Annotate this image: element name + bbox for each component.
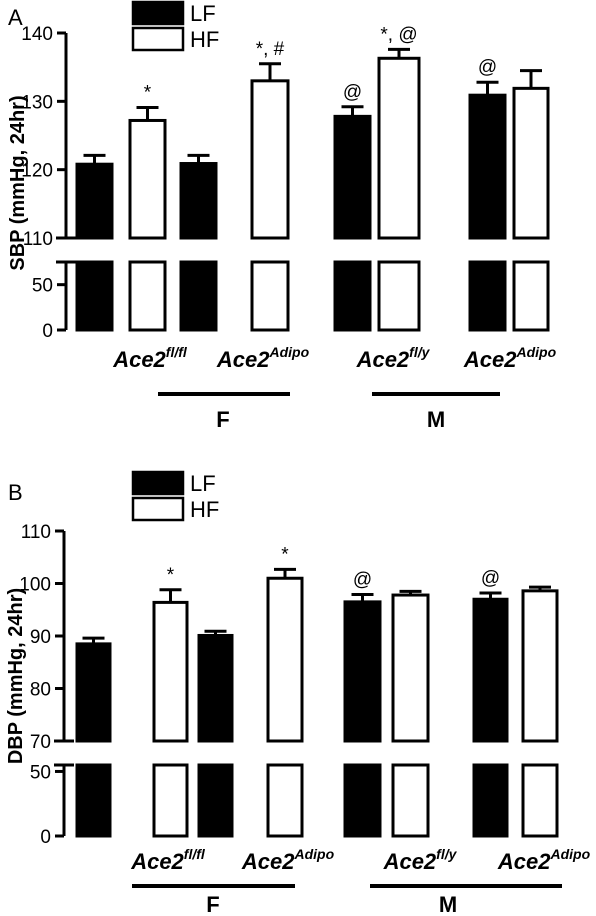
significance-lf-4: @ bbox=[481, 568, 500, 589]
group-label-f: F bbox=[216, 407, 229, 432]
bar-hf-3-upper bbox=[391, 593, 430, 743]
bar-hf-2-upper bbox=[250, 79, 290, 240]
y-tick-label: 90 bbox=[30, 627, 51, 648]
group-label-m: M bbox=[439, 892, 457, 916]
significance-lf-4: @ bbox=[478, 57, 497, 78]
category-label-4: Ace2Adipo bbox=[497, 846, 591, 874]
bar-lf-4-upper bbox=[468, 93, 507, 240]
bar-lf-3-upper bbox=[333, 114, 372, 240]
legend-swatch-hf bbox=[131, 26, 185, 52]
bar-lf-2-lower bbox=[197, 763, 234, 838]
bar-lf-1-upper bbox=[75, 162, 114, 240]
bar-hf-4-upper bbox=[521, 589, 559, 743]
bar-lf-3-upper bbox=[343, 600, 382, 743]
axis-break-gap bbox=[52, 240, 596, 260]
category-label-1: Ace2fl/fl bbox=[130, 846, 206, 874]
category-label-4: Ace2Adipo bbox=[463, 344, 557, 372]
bar-lf-2-lower bbox=[179, 260, 218, 332]
bar-hf-1-upper bbox=[152, 600, 189, 743]
legend-label-lf: LF bbox=[190, 1, 216, 26]
legend-swatch-lf bbox=[131, 0, 185, 26]
y-tick-label: 80 bbox=[30, 680, 51, 701]
y-tick-label: 0 bbox=[40, 827, 51, 848]
bar-hf-1-lower bbox=[152, 763, 189, 838]
legend-label-lf: LF bbox=[190, 471, 216, 496]
significance-hf-1: * bbox=[167, 565, 175, 586]
significance-hf-2: * bbox=[281, 544, 289, 565]
bar-lf-2-upper bbox=[197, 633, 234, 743]
y-tick-label: 0 bbox=[42, 321, 53, 342]
bar-lf-2-upper bbox=[179, 162, 218, 240]
bar-hf-3-lower bbox=[377, 260, 421, 332]
y-axis-title: DBP (mmHg, 24hr) bbox=[5, 588, 27, 764]
bar-lf-3-lower bbox=[333, 260, 372, 332]
bar-lf-1-upper bbox=[75, 642, 112, 743]
significance-hf-2: *, # bbox=[256, 39, 285, 60]
bar-hf-3-lower bbox=[391, 763, 430, 838]
bar-hf-1-lower bbox=[128, 260, 167, 332]
legend-label-hf: HF bbox=[190, 27, 219, 52]
bar-hf-2-lower bbox=[250, 260, 290, 332]
bar-hf-4-upper bbox=[512, 86, 550, 240]
bar-hf-3-upper bbox=[377, 56, 421, 240]
category-label-2: Ace2Adipo bbox=[241, 846, 335, 874]
significance-hf-3: *, @ bbox=[380, 24, 417, 45]
significance-lf-3: @ bbox=[353, 570, 372, 591]
significance-hf-1: * bbox=[144, 82, 152, 103]
panel-label: B bbox=[8, 480, 23, 505]
bar-hf-2-upper bbox=[266, 576, 304, 743]
bar-lf-4-lower bbox=[472, 763, 509, 838]
bar-lf-1-lower bbox=[75, 260, 114, 332]
y-tick-label: 130 bbox=[21, 92, 53, 113]
category-label-3: Ace2fl/y bbox=[383, 846, 458, 874]
y-tick-label: 110 bbox=[23, 229, 53, 250]
y-tick-label: 140 bbox=[21, 24, 53, 45]
panel-label: A bbox=[8, 5, 23, 30]
legend-swatch-hf bbox=[131, 496, 185, 522]
category-label-1: Ace2fl/fl bbox=[112, 344, 188, 372]
bar-hf-2-lower bbox=[266, 763, 304, 838]
axis-break-gap bbox=[50, 743, 596, 763]
legend-swatch-lf bbox=[131, 470, 185, 496]
bar-lf-1-lower bbox=[75, 763, 112, 838]
bar-hf-4-lower bbox=[521, 763, 559, 838]
group-label-f: F bbox=[206, 892, 219, 916]
significance-lf-3: @ bbox=[343, 82, 362, 103]
category-label-2: Ace2Adipo bbox=[216, 344, 310, 372]
bar-hf-4-lower bbox=[512, 260, 550, 332]
y-axis-title: SBP (mmHg, 24hr) bbox=[7, 95, 29, 270]
y-tick-label: 100 bbox=[19, 575, 51, 596]
category-label-3: Ace2fl/y bbox=[356, 344, 431, 372]
group-label-m: M bbox=[427, 407, 445, 432]
legend-label-hf: HF bbox=[190, 497, 219, 522]
y-tick-label: 50 bbox=[32, 276, 53, 297]
bar-hf-1-upper bbox=[128, 118, 167, 240]
y-tick-label: 120 bbox=[21, 161, 53, 182]
bar-lf-4-upper bbox=[472, 597, 509, 743]
y-tick-label: 110 bbox=[21, 522, 51, 543]
bar-lf-3-lower bbox=[343, 763, 382, 838]
bar-lf-4-lower bbox=[468, 260, 507, 332]
y-tick-label: 50 bbox=[30, 762, 51, 783]
y-tick-label: 70 bbox=[30, 732, 51, 753]
